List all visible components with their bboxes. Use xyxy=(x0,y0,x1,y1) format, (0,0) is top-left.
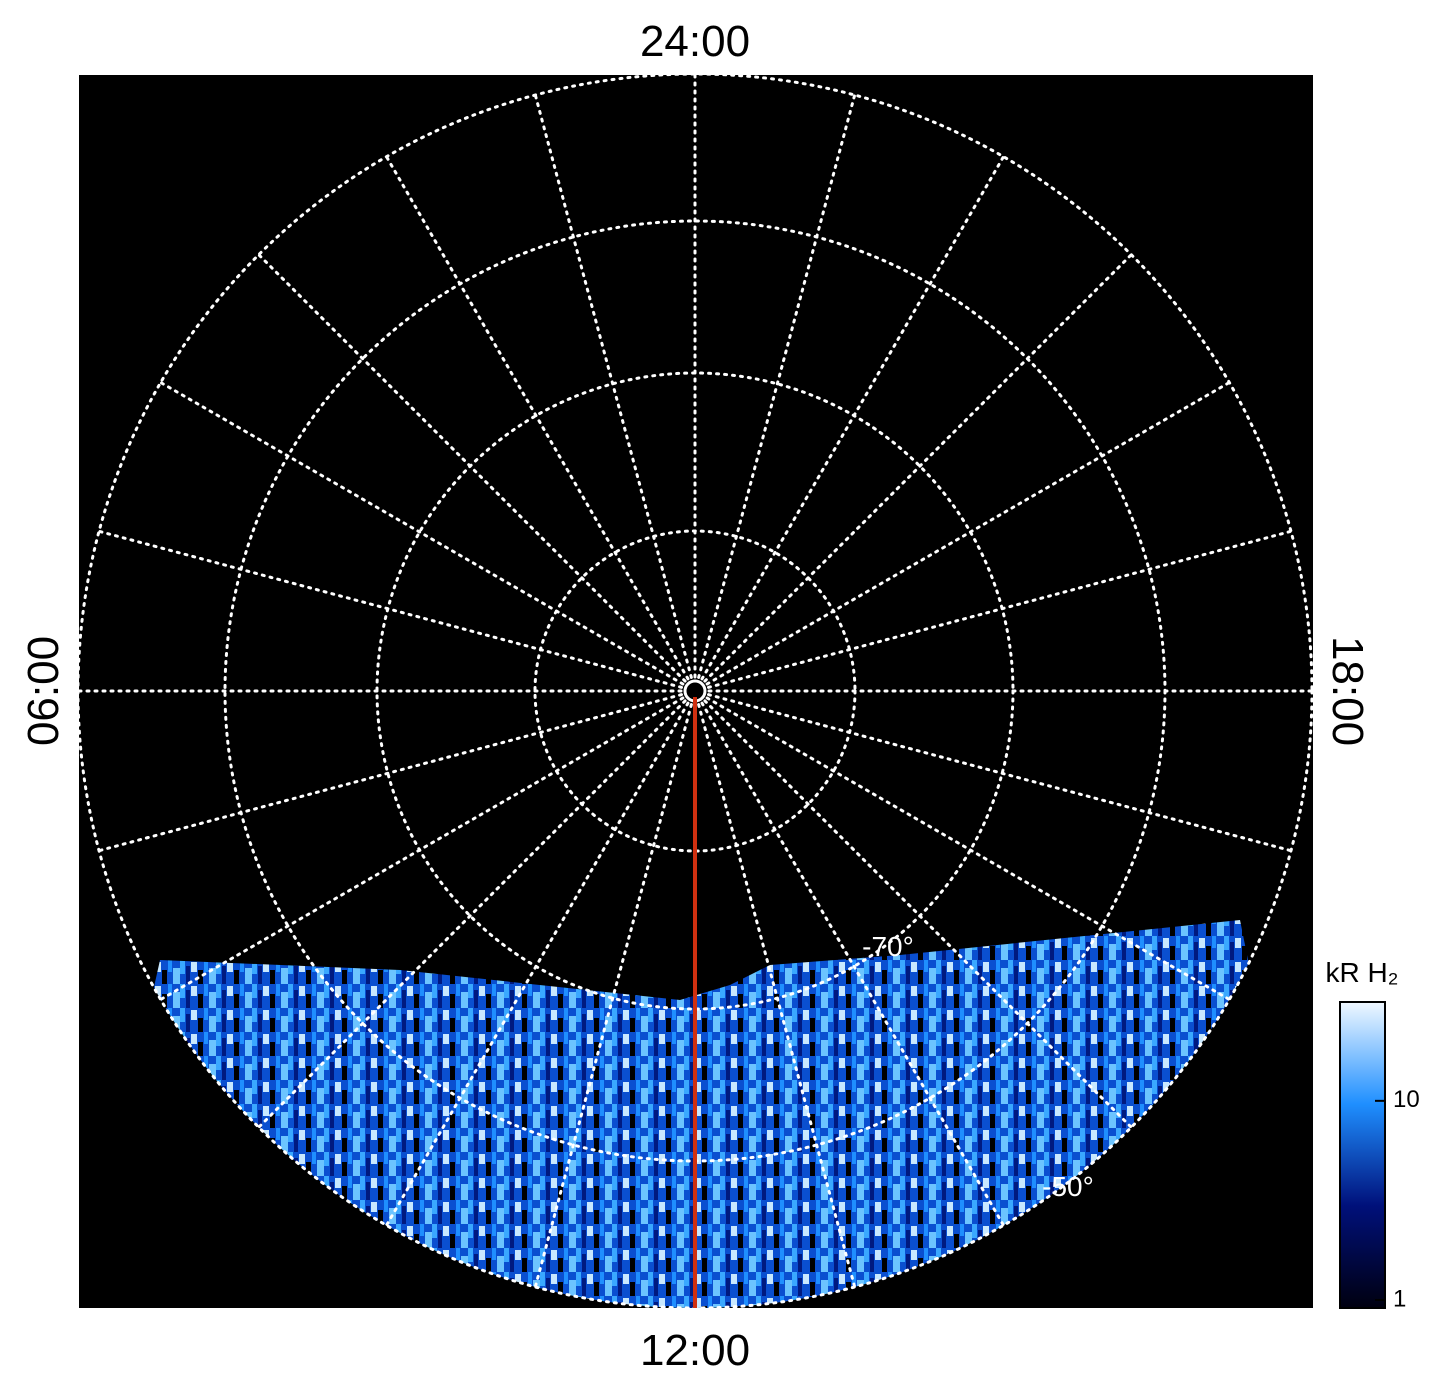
meridian xyxy=(97,529,683,689)
meridian xyxy=(707,529,1293,689)
meridian xyxy=(707,693,1293,853)
time-label: 24:00 xyxy=(640,17,750,66)
emission xyxy=(80,920,1312,1308)
colorbar-tick-label: 1 xyxy=(1393,1285,1406,1312)
latitude-label: -70° xyxy=(862,931,914,962)
colorbar-label: kR H₂ xyxy=(1325,957,1398,988)
meridian xyxy=(700,155,1005,681)
colorbar-ticks: 1 10 xyxy=(1375,1086,1420,1312)
time-label: 06:00 xyxy=(19,636,68,746)
meridian xyxy=(257,253,687,683)
meridian xyxy=(257,699,687,1129)
time-label: 18:00 xyxy=(1323,636,1372,746)
meridian xyxy=(703,253,1133,683)
time-label: 12:00 xyxy=(640,1326,750,1375)
colorbar xyxy=(1339,1001,1386,1309)
meridian xyxy=(159,381,685,686)
meridian xyxy=(700,701,1005,1227)
meridian xyxy=(705,381,1231,686)
meridian xyxy=(697,93,857,679)
meridian xyxy=(159,696,685,1001)
meridian xyxy=(533,93,693,679)
meridian xyxy=(385,155,690,681)
colorbar-tick-label: 10 xyxy=(1393,1086,1420,1113)
meridian xyxy=(703,699,1133,1129)
grid xyxy=(76,72,1314,1310)
meridian xyxy=(385,701,690,1227)
meridian xyxy=(97,693,683,853)
latitude-label: -50° xyxy=(1042,1171,1094,1202)
meridian xyxy=(705,696,1231,1001)
